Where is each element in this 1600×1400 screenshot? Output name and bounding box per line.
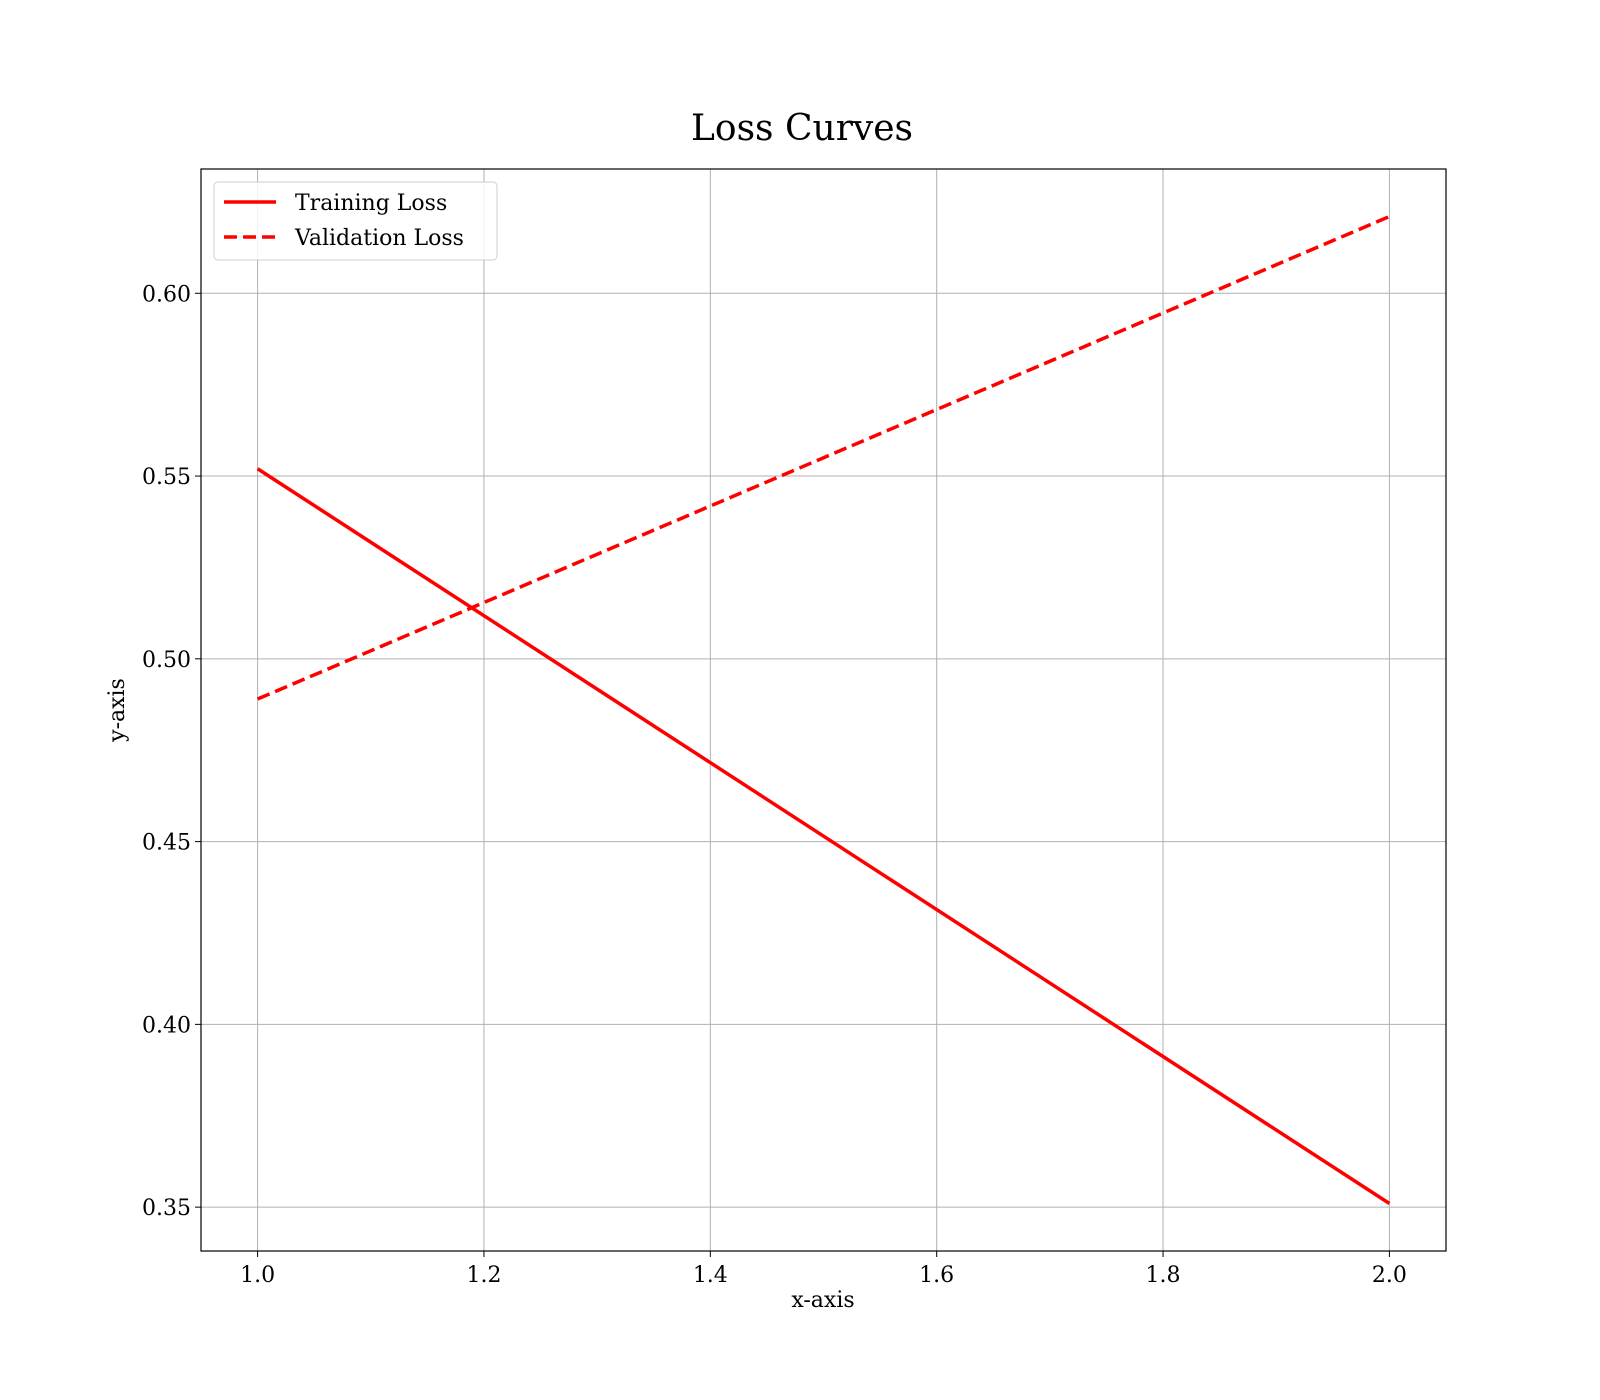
y-axis-ticks: 0.35 0.40 0.45 0.50 0.55 0.60 bbox=[142, 282, 201, 1221]
x-tick-label: 1.0 bbox=[240, 1263, 275, 1288]
x-tick-label: 1.2 bbox=[466, 1263, 501, 1288]
y-tick-label: 0.55 bbox=[142, 465, 191, 490]
series-line-validation-loss bbox=[256, 214, 1391, 701]
x-tick-label: 1.8 bbox=[1146, 1263, 1181, 1288]
y-tick-label: 0.35 bbox=[142, 1196, 191, 1221]
y-axis-label: y-axis bbox=[105, 678, 130, 743]
y-tick-label: 0.50 bbox=[142, 648, 191, 673]
x-tick-label: 1.6 bbox=[919, 1263, 954, 1288]
grid bbox=[201, 169, 1446, 1251]
y-tick-label: 0.60 bbox=[142, 282, 191, 307]
x-tick-label: 2.0 bbox=[1372, 1263, 1407, 1288]
series-line-training-loss bbox=[256, 467, 1391, 1205]
y-tick-label: 0.40 bbox=[142, 1013, 191, 1038]
chart-title: Loss Curves bbox=[691, 108, 913, 149]
series-layer bbox=[256, 214, 1391, 1205]
plot-frame bbox=[200, 168, 1447, 1252]
legend: Training Loss Validation Loss bbox=[213, 181, 498, 261]
y-tick-label: 0.45 bbox=[142, 831, 191, 856]
legend-label: Validation Loss bbox=[294, 226, 464, 251]
x-axis-label: x-axis bbox=[791, 1288, 854, 1313]
legend-label: Training Loss bbox=[295, 191, 447, 216]
x-axis-ticks: 1.0 1.2 1.4 1.6 1.8 2.0 bbox=[240, 1251, 1407, 1288]
legend-box bbox=[213, 181, 498, 261]
x-tick-label: 1.4 bbox=[693, 1263, 728, 1288]
